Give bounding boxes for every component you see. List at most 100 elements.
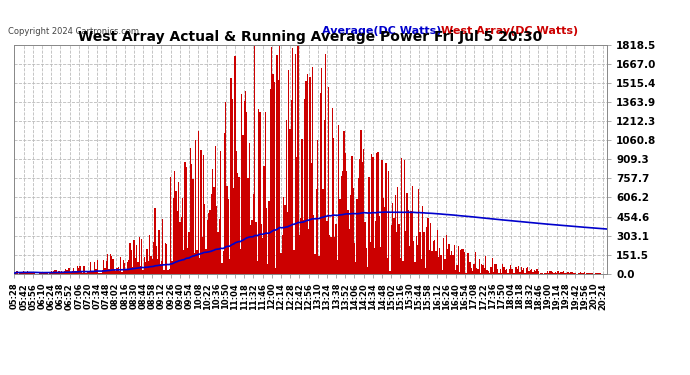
Bar [83,266,85,274]
Bar [415,236,417,274]
Bar [123,260,124,274]
Bar [500,269,501,274]
Bar [241,94,242,274]
Bar [494,264,495,274]
Bar [523,268,524,274]
Bar [598,273,600,274]
Bar [551,271,552,274]
Bar [46,273,47,274]
Bar [225,102,226,274]
Bar [166,244,168,274]
Bar [145,262,146,274]
Bar [569,273,571,274]
Bar [86,273,88,274]
Bar [491,267,492,274]
Bar [411,211,412,274]
Bar [17,271,18,274]
Bar [329,235,331,274]
Bar [556,273,558,274]
Bar [78,268,79,274]
Bar [580,272,581,274]
Bar [268,201,270,274]
Bar [135,258,136,274]
Bar [425,268,426,274]
Bar [99,273,101,274]
Bar [452,255,453,274]
Bar [62,272,63,274]
Bar [149,235,150,274]
Bar [126,270,127,274]
Bar [14,273,15,274]
Bar [473,264,475,274]
Bar [364,222,366,274]
Bar [177,210,178,274]
Bar [112,258,114,274]
Bar [61,272,62,274]
Text: Copyright 2024 Cartronics.com: Copyright 2024 Cartronics.com [8,27,139,36]
Bar [159,264,161,274]
Bar [300,218,302,274]
Bar [287,212,288,274]
Bar [111,256,112,274]
Bar [59,271,60,274]
Bar [392,203,393,274]
Bar [207,220,208,274]
Bar [195,140,196,274]
Bar [362,162,363,274]
Bar [220,151,221,274]
Bar [73,268,75,274]
Bar [335,224,337,274]
Bar [437,230,438,274]
Bar [158,230,159,274]
Bar [386,258,388,274]
Bar [56,270,57,274]
Bar [484,268,485,274]
Bar [581,273,582,274]
Bar [137,262,139,274]
Bar [393,218,395,274]
Bar [261,224,262,274]
Bar [266,208,267,274]
Bar [117,267,119,274]
Bar [482,266,484,274]
Bar [68,268,69,274]
Bar [50,272,52,274]
Bar [370,243,371,274]
Bar [509,269,510,274]
Bar [128,260,129,274]
Bar [226,186,228,274]
Bar [536,268,538,274]
Bar [40,273,41,274]
Bar [591,273,593,274]
Bar [153,242,155,274]
Bar [238,177,239,274]
Bar [88,272,90,274]
Bar [477,269,479,274]
Bar [322,189,324,274]
Bar [172,198,174,274]
Bar [21,273,23,274]
Bar [453,245,455,274]
Bar [326,221,328,274]
Bar [193,179,194,274]
Bar [286,120,287,274]
Bar [274,82,275,274]
Bar [262,238,264,274]
Bar [391,225,392,274]
Text: Average(DC Watts): Average(DC Watts) [322,26,442,36]
Bar [371,154,372,274]
Bar [119,271,120,274]
Bar [254,46,255,274]
Bar [555,272,556,274]
Bar [363,149,364,274]
Bar [209,210,210,274]
Bar [223,251,224,274]
Bar [553,273,555,274]
Bar [312,68,313,274]
Bar [560,272,561,274]
Bar [282,235,283,274]
Bar [318,256,319,274]
Bar [139,237,140,274]
Bar [206,249,207,274]
Bar [110,254,111,274]
